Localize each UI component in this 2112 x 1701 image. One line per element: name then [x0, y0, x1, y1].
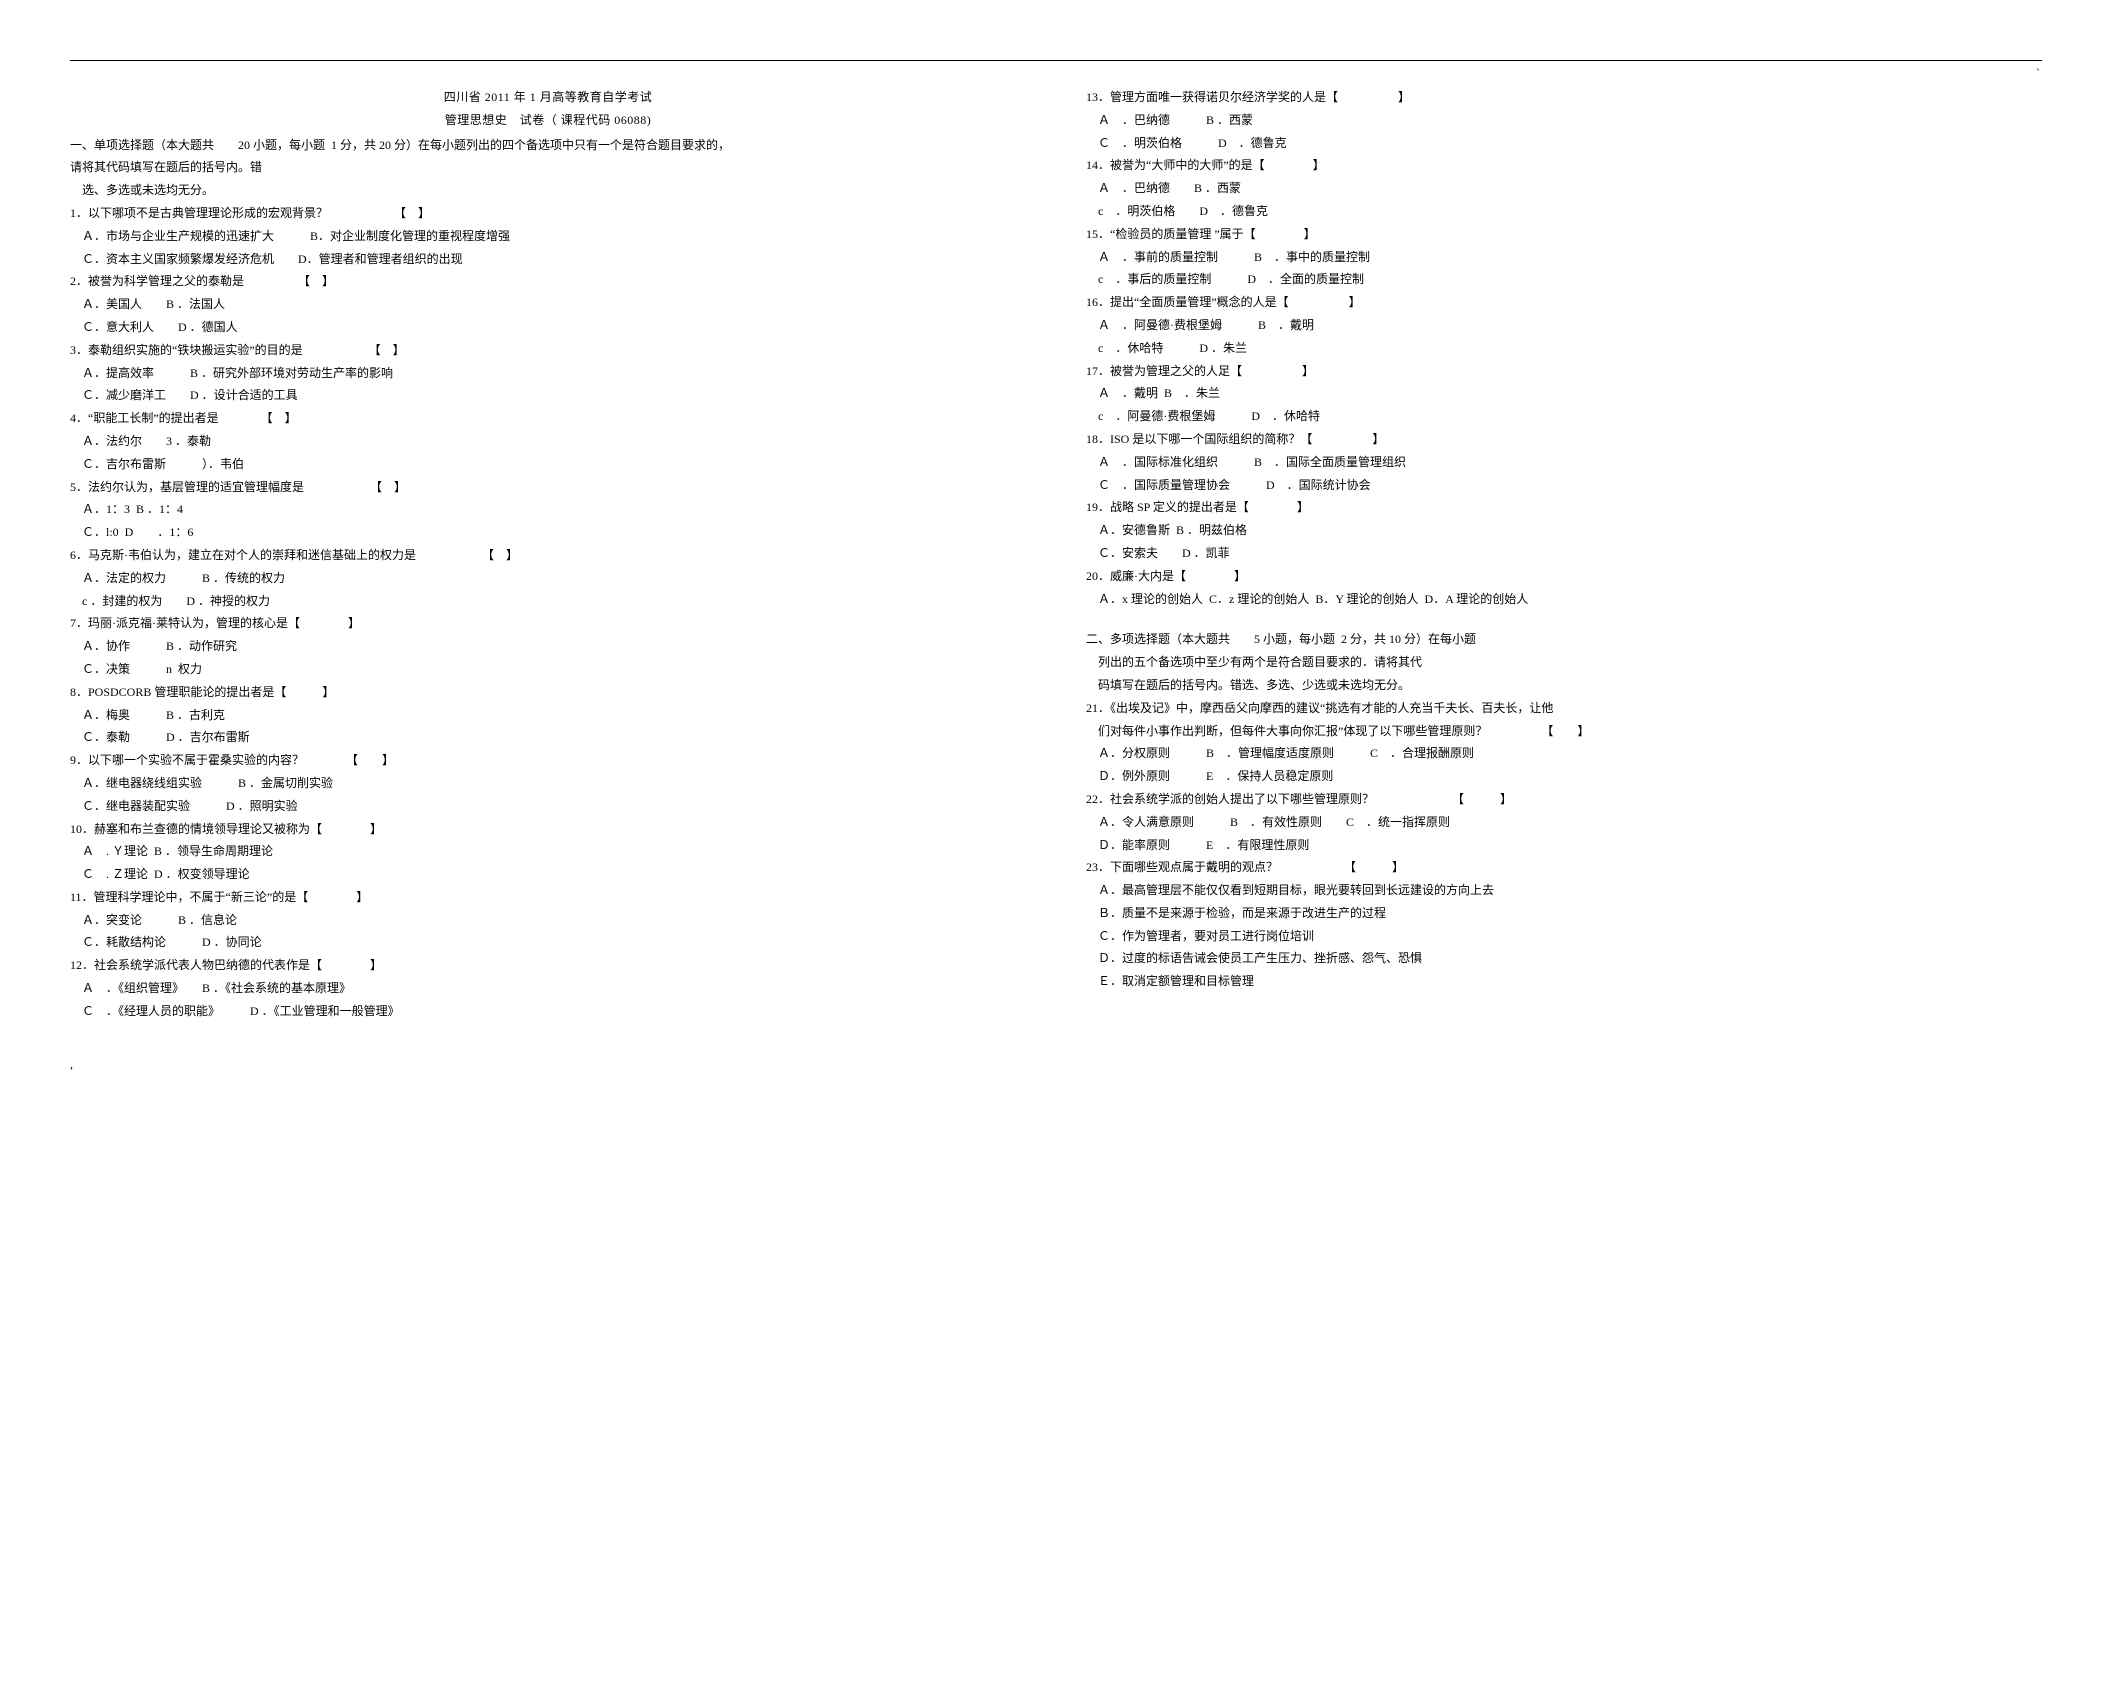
question-option: Ｃ ．国际质量管理协会 D ．国际统计协会 — [1086, 474, 2042, 497]
question-option: Ｃ ．明茨伯格 D ．德鲁克 — [1086, 132, 2042, 155]
question-option: Ａ．分权原则 B ．管理幅度适度原则 C ．合理报酬原则 — [1086, 742, 2042, 765]
question-option: c ．封建的权为 D ．神授的权力 — [70, 590, 1026, 613]
question-stem: 18．ISO 是以下哪一个国际组织的简称？【 】 — [1086, 428, 2042, 451]
question-stem: 11．管理科学理论中，不属于“新三论”的是【 】 — [70, 886, 1026, 909]
question-option: Ａ ．阿曼德·费根堡姆 B ．戴明 — [1086, 314, 2042, 337]
top-rule — [70, 60, 2042, 61]
question-option: Ｃ．继电器装配实验 D ．照明实验 — [70, 795, 1026, 818]
question-stem: 2．被誉为科学管理之父的泰勒是 【 】 — [70, 270, 1026, 293]
question-option: Ｄ．能率原则 E ．有限理性原则 — [1086, 834, 2042, 857]
question-stem: 10．赫塞和布兰查德的情境领导理论又被称为【 】 — [70, 818, 1026, 841]
page-corner-mark: ` — [2036, 62, 2040, 85]
question-option: c ．休哈特 D ．朱兰 — [1086, 337, 2042, 360]
section1-intro-line1: 一、单项选择题（本大题共 20 小题，每小题 1 分，共 20 分）在每小题列出… — [70, 134, 1026, 157]
question-option: Ａ．法定的权力 B ．传统的权力 — [70, 567, 1026, 590]
question-stem: 9．以下哪一个实验不属于霍桑实验的内容？ 【 】 — [70, 749, 1026, 772]
question-option: Ｄ．例外原则 E ．保持人员稳定原则 — [1086, 765, 2042, 788]
question-stem: 21．《出埃及记》中，摩西岳父向摩西的建议“挑选有才能的人充当千夫长、百夫长，让… — [1086, 697, 2042, 720]
section1-intro-line2: 请将其代码填写在题后的括号内。错 — [70, 156, 1026, 179]
section2-intro-line2: 列出的五个备选项中至少有两个是符合题目要求的．请将其代 — [1086, 651, 2042, 674]
section2-intro-line3: 码填写在题后的括号内。错选、多选、少选或未选均无分。 — [1086, 674, 2042, 697]
question-stem-cont: 们对每件小事作出判断，但每件大事向你汇报”体现了以下哪些管理原则？ 【 】 — [1086, 720, 2042, 743]
question-option: Ａ．提高效率 B ．研究外部环境对劳动生产率的影响 — [70, 362, 1026, 385]
question-option: Ａ．市场与企业生产规模的迅速扩大 B．对企业制度化管理的重视程度增强 — [70, 225, 1026, 248]
question-option: Ｃ．耗散结构论 D ．协同论 — [70, 931, 1026, 954]
question-stem: 5．法约尔认为，基层管理的适宜管理幅度是 【 】 — [70, 476, 1026, 499]
question-option: Ａ ．国际标准化组织 B ．国际全面质量管理组织 — [1086, 451, 2042, 474]
question-option: Ａ．1：3 B ．1：4 — [70, 498, 1026, 521]
question-option: Ａ．梅奥 B ．古利克 — [70, 704, 1026, 727]
right-column: 13．管理方面唯一获得诺贝尔经济学奖的人是【 】 Ａ ．巴纳德 B ．西蒙 Ｃ … — [1086, 86, 2042, 1075]
question-option: Ｃ．意大利人 D ．德国人 — [70, 316, 1026, 339]
question-option: Ｃ．资本主义国家频繁爆发经济危机 D．管理者和管理者组织的出现 — [70, 248, 1026, 271]
question-stem: 22．社会系统学派的创始人提出了以下哪些管理原则？ 【 】 — [1086, 788, 2042, 811]
question-stem: 15．“检验员的质量管理 ”属于【 】 — [1086, 223, 2042, 246]
section1-intro-line3: 选、多选或未选均无分。 — [70, 179, 1026, 202]
question-option: Ａ ．戴明 B ．朱兰 — [1086, 382, 2042, 405]
question-option: Ａ ．巴纳德 B ．西蒙 — [1086, 109, 2042, 132]
question-option: Ｃ．决策 n 权力 — [70, 658, 1026, 681]
question-option: Ｃ．安索夫 D ．凯菲 — [1086, 542, 2042, 565]
question-stem: 7．玛丽·派克福·莱特认为，管理的核心是【 】 — [70, 612, 1026, 635]
question-option: Ｃ．减少磨洋工 D ．设计合适的工具 — [70, 384, 1026, 407]
question-option: c ．明茨伯格 D ．德鲁克 — [1086, 200, 2042, 223]
question-option: Ａ．突变论 B ．信息论 — [70, 909, 1026, 932]
question-option: Ａ．令人满意原则 B ．有效性原则 C ．统一指挥原则 — [1086, 811, 2042, 834]
question-option: c ．事后的质量控制 D ．全面的质量控制 — [1086, 268, 2042, 291]
question-option: Ａ．安德鲁斯 B ．明兹伯格 — [1086, 519, 2042, 542]
two-column-layout: 四川省 2011 年 1 月高等教育自学考试 管理思想史 试卷（ 课程代码 06… — [70, 86, 2042, 1075]
question-option: c ．阿曼德·费根堡姆 D ．休哈特 — [1086, 405, 2042, 428]
left-column: 四川省 2011 年 1 月高等教育自学考试 管理思想史 试卷（ 课程代码 06… — [70, 86, 1026, 1075]
question-stem: 17．被誉为管理之父的人足【 】 — [1086, 360, 2042, 383]
question-option: Ａ．美国人 B ．法国人 — [70, 293, 1026, 316]
question-stem: 12．社会系统学派代表人物巴纳德的代表作是【 】 — [70, 954, 1026, 977]
question-stem: 4．“职能工长制”的提出者是 【 】 — [70, 407, 1026, 430]
question-option: Ａ．继电器绕线组实验 B ．金属切削实验 — [70, 772, 1026, 795]
exam-title-line2: 管理思想史 试卷（ 课程代码 06088) — [70, 109, 1026, 132]
question-option: Ｂ．质量不是来源于检验，而是来源于改进生产的过程 — [1086, 902, 2042, 925]
question-stem: 19．战略 SP 定义的提出者是【 】 — [1086, 496, 2042, 519]
exam-title-line1: 四川省 2011 年 1 月高等教育自学考试 — [70, 86, 1026, 109]
section2-intro-line1: 二、多项选择题（本大题共 5 小题，每小题 2 分，共 10 分）在每小题 — [1086, 628, 2042, 651]
question-option: Ｄ．过度的标语告诫会使员工产生压力、挫折感、怨气、恐惧 — [1086, 947, 2042, 970]
question-option: Ａ ．《组织管理》 B ．《社会系统的基本原理》 — [70, 977, 1026, 1000]
question-option: Ａ ．巴纳德 B ．西蒙 — [1086, 177, 2042, 200]
section1-intro: 一、单项选择题（本大题共 20 小题，每小题 1 分，共 20 分）在每小题列出… — [70, 134, 1026, 202]
question-stem: 3．泰勒组织实施的“铁块搬运实验”的目的是 【 】 — [70, 339, 1026, 362]
question-option: Ｃ．作为管理者，要对员工进行岗位培训 — [1086, 925, 2042, 948]
question-option: Ｃ．l:0 D ．1：6 — [70, 521, 1026, 544]
question-option: Ｅ．取消定额管理和目标管理 — [1086, 970, 2042, 993]
question-option: Ａ．最高管理层不能仅仅看到短期目标，眼光要转回到长远建设的方向上去 — [1086, 879, 2042, 902]
question-stem: 6．马克斯·韦伯认为，建立在对个人的崇拜和迷信基础上的权力是 【 】 — [70, 544, 1026, 567]
question-option: Ａ．x 理论的创始人 C．z 理论的创始人 B．Y 理论的创始人 D．A 理论的… — [1086, 588, 2042, 611]
footer-comma: , — [70, 1053, 1026, 1076]
question-option: Ａ ．事前的质量控制 B ．事中的质量控制 — [1086, 246, 2042, 269]
question-option: Ａ．法约尔 3 ．泰勒 — [70, 430, 1026, 453]
question-option: Ｃ ．《经理人员的职能》 D ．《工业管理和一般管理》 — [70, 1000, 1026, 1023]
question-stem: 16．提出“全面质量管理”概念的人是【 】 — [1086, 291, 2042, 314]
question-stem: 8．POSDCORB 管理职能论的提出者是【 】 — [70, 681, 1026, 704]
question-stem: 1．以下哪项不是古典管理理论形成的宏观背景？ 【 】 — [70, 202, 1026, 225]
question-option: Ａ . Ｙ理论 B ．领导生命周期理论 — [70, 840, 1026, 863]
question-stem: 13．管理方面唯一获得诺贝尔经济学奖的人是【 】 — [1086, 86, 2042, 109]
question-stem: 20．威廉·大内是【 】 — [1086, 565, 2042, 588]
question-option: Ｃ．泰勒 D ．吉尔布雷斯 — [70, 726, 1026, 749]
question-option: Ａ．协作 B ．动作研究 — [70, 635, 1026, 658]
question-option: Ｃ . Ｚ理论 D ．权变领导理论 — [70, 863, 1026, 886]
question-stem: 14．被誉为“大师中的大师”的是【 】 — [1086, 154, 2042, 177]
question-stem: 23．下面哪些观点属于戴明的观点？ 【 】 — [1086, 856, 2042, 879]
question-option: Ｃ．吉尔布雷斯 ）．韦伯 — [70, 453, 1026, 476]
